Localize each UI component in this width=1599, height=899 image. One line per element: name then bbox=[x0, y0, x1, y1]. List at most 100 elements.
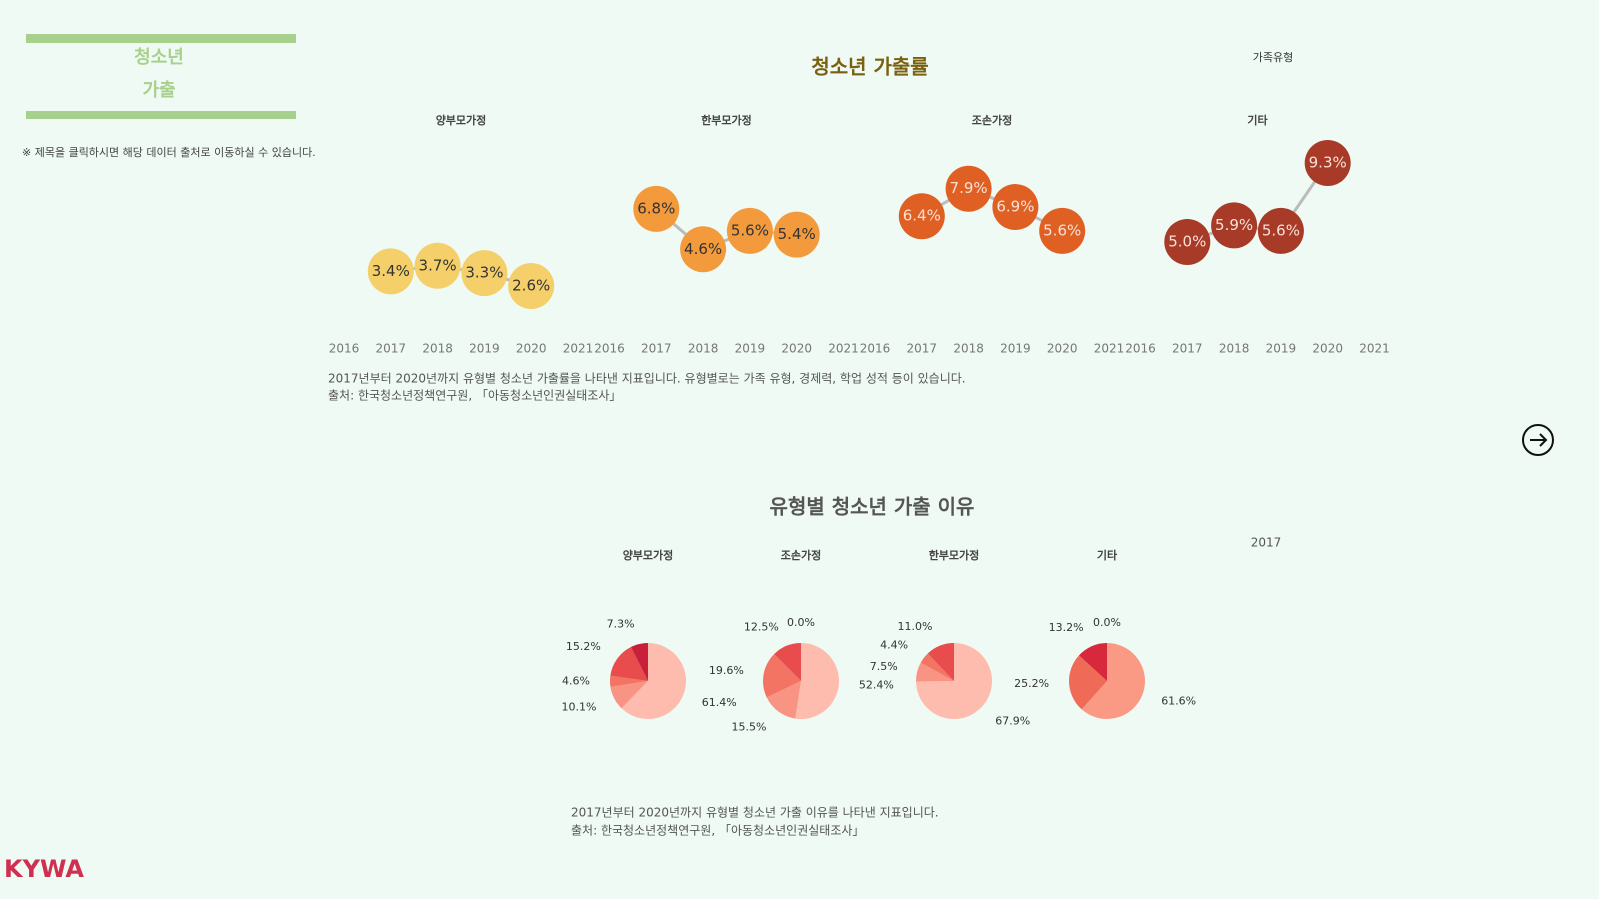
x-tick-label: 2017 bbox=[376, 342, 407, 356]
value-label: 6.8% bbox=[637, 199, 675, 217]
value-label: 0.0% bbox=[787, 616, 815, 629]
value-label: 52.4% bbox=[859, 678, 894, 691]
point bbox=[992, 184, 1039, 231]
next-icon[interactable] bbox=[1522, 424, 1554, 456]
point bbox=[945, 165, 992, 212]
value-label: 7.5% bbox=[870, 660, 898, 673]
pie-slice bbox=[920, 653, 954, 681]
logo: KYWA bbox=[4, 855, 84, 883]
x-tick-label: 2021 bbox=[828, 342, 859, 356]
legend-title: 가족유형 bbox=[1253, 51, 1293, 64]
value-label: 7.9% bbox=[950, 179, 988, 197]
pie-slice bbox=[766, 681, 801, 719]
series-line bbox=[655, 207, 797, 252]
value-label: 10.1% bbox=[562, 701, 597, 714]
value-label: 25.2% bbox=[1014, 677, 1049, 690]
pie-slice bbox=[610, 675, 648, 687]
value-label: 61.4% bbox=[702, 696, 737, 709]
chart-title[interactable]: 유형별 청소년 가출 이유 bbox=[770, 495, 975, 519]
pie-slice bbox=[621, 643, 686, 720]
x-tick-label: 2020 bbox=[1312, 342, 1343, 356]
value-label: 5.4% bbox=[778, 225, 816, 243]
x-tick-label: 2017 bbox=[641, 342, 672, 356]
value-label: 6.4% bbox=[903, 207, 941, 225]
x-tick-label: 2019 bbox=[1266, 342, 1297, 356]
header-note: ※ 제목을 클릭하시면 해당 데이터 출처로 이동하실 수 있습니다. bbox=[22, 145, 316, 159]
pie-slice bbox=[630, 643, 648, 681]
series-line bbox=[390, 264, 532, 288]
value-label: 2.6% bbox=[512, 277, 550, 295]
value-label: 5.6% bbox=[1043, 221, 1081, 239]
note: 2017년부터 2020년까지 유형별 청소년 가출 이유를 나타낸 지표입니다… bbox=[571, 806, 939, 820]
value-label: 67.9% bbox=[995, 715, 1030, 728]
chart-title[interactable]: 청소년 가출률 bbox=[811, 55, 928, 79]
point bbox=[1257, 207, 1304, 254]
value-label: 61.6% bbox=[1161, 695, 1196, 708]
point bbox=[726, 207, 773, 254]
point bbox=[461, 250, 508, 297]
note: 출처: 한국청소년정책연구원, 「아동청소년인권실태조사」 bbox=[571, 823, 864, 838]
point bbox=[1039, 207, 1086, 254]
value-label: 9.3% bbox=[1309, 154, 1347, 172]
value-label: 5.6% bbox=[731, 221, 769, 239]
value-label: 4.4% bbox=[880, 639, 908, 652]
next-arrow[interactable] bbox=[1530, 433, 1548, 447]
pie-slice bbox=[1078, 643, 1107, 681]
point bbox=[414, 242, 461, 289]
x-tick-label: 2018 bbox=[1219, 342, 1250, 356]
point bbox=[680, 226, 727, 273]
point bbox=[367, 248, 414, 295]
x-tick-label: 2020 bbox=[1047, 342, 1078, 356]
pie-slice bbox=[916, 643, 993, 719]
point bbox=[1164, 218, 1211, 265]
pie-slice bbox=[916, 662, 954, 682]
point bbox=[508, 263, 555, 309]
value-label: 11.0% bbox=[898, 620, 933, 633]
value-label: 7.3% bbox=[607, 618, 635, 631]
pie-slice bbox=[927, 643, 954, 681]
x-tick-label: 2016 bbox=[860, 342, 891, 356]
next-button[interactable] bbox=[1522, 424, 1554, 456]
x-tick-label: 2018 bbox=[422, 342, 453, 356]
pie-slice bbox=[795, 643, 840, 719]
value-label: 3.3% bbox=[465, 264, 503, 282]
x-tick-label: 2017 bbox=[1172, 342, 1203, 356]
x-tick-label: 2019 bbox=[469, 342, 500, 356]
x-tick-label: 2018 bbox=[953, 342, 984, 356]
x-tick-label: 2019 bbox=[1000, 342, 1031, 356]
header-bar bbox=[26, 34, 296, 43]
x-tick-label: 2018 bbox=[688, 342, 719, 356]
point bbox=[773, 211, 820, 258]
value-label: 3.7% bbox=[419, 256, 457, 274]
x-tick-label: 2017 bbox=[907, 342, 938, 356]
series-line bbox=[921, 187, 1063, 233]
panel-title: 양부모가정 bbox=[623, 548, 674, 562]
panel-title: 기타 bbox=[1247, 113, 1268, 127]
panel-title: 양부모가정 bbox=[436, 113, 487, 127]
pie-slice bbox=[763, 654, 801, 698]
x-tick-label: 2016 bbox=[1125, 342, 1156, 356]
note: 출처: 한국청소년정책연구원, 「아동청소년인권실태조사」 bbox=[328, 388, 621, 403]
x-tick-label: 2020 bbox=[781, 342, 812, 356]
filter-label: 2017 bbox=[1251, 536, 1282, 550]
value-label: 6.9% bbox=[996, 198, 1034, 216]
x-tick-label: 2021 bbox=[563, 342, 594, 356]
point bbox=[898, 193, 945, 240]
series-line bbox=[1186, 162, 1329, 244]
pie-slice bbox=[610, 647, 648, 681]
x-tick-label: 2020 bbox=[516, 342, 547, 356]
header-bar bbox=[26, 111, 296, 119]
value-label: 19.6% bbox=[709, 664, 744, 677]
value-label: 12.5% bbox=[744, 620, 779, 633]
x-tick-label: 2021 bbox=[1094, 342, 1125, 356]
pie-slice bbox=[1081, 643, 1145, 719]
value-label: 13.2% bbox=[1049, 621, 1084, 634]
x-tick-label: 2016 bbox=[594, 342, 625, 356]
header-title: 청소년 bbox=[134, 47, 184, 68]
panel-title: 한부모가정 bbox=[701, 113, 752, 127]
value-label: 0.0% bbox=[1093, 616, 1121, 629]
note: 2017년부터 2020년까지 유형별 청소년 가출률을 나타낸 지표입니다. … bbox=[328, 372, 966, 386]
value-label: 5.9% bbox=[1215, 216, 1253, 234]
x-tick-label: 2019 bbox=[735, 342, 766, 356]
